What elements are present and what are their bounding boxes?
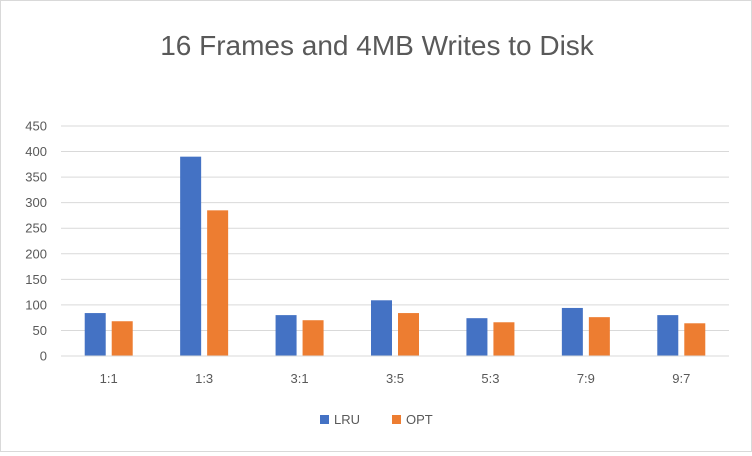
x-tick-label: 1:3 <box>195 371 213 386</box>
y-axis-ticks: 0 50 100 150 200 250 300 350 400 450 <box>25 119 47 364</box>
gridlines <box>61 125 729 331</box>
y-tick-label: 50 <box>33 323 47 338</box>
bars <box>84 156 706 356</box>
bar-opt-9-7 <box>684 323 706 356</box>
bar-opt-3-1 <box>302 320 324 356</box>
y-tick-label: 200 <box>25 246 47 261</box>
y-tick-label: 250 <box>25 221 47 236</box>
x-axis-ticks: 1:1 1:3 3:1 3:5 5:3 7:9 9:7 <box>100 371 691 386</box>
y-tick-label: 400 <box>25 144 47 159</box>
bar-lru-3-1 <box>275 315 297 356</box>
legend-label-lru: LRU <box>334 412 360 427</box>
y-tick-label: 100 <box>25 297 47 312</box>
legend-swatch-opt <box>392 415 401 424</box>
y-tick-label: 300 <box>25 195 47 210</box>
bar-lru-3-5 <box>371 300 392 356</box>
x-tick-label: 3:5 <box>386 371 404 386</box>
legend: LRU OPT <box>320 412 433 427</box>
x-tick-label: 7:9 <box>577 371 595 386</box>
bar-opt-3-5 <box>398 313 419 356</box>
x-tick-label: 5:3 <box>481 371 499 386</box>
bar-opt-5-3 <box>493 322 515 356</box>
bar-opt-1-3 <box>207 210 229 356</box>
bar-opt-1-1 <box>111 321 133 356</box>
bar-lru-1-1 <box>84 313 106 356</box>
legend-label-opt: OPT <box>406 412 433 427</box>
chart-title: 16 Frames and 4MB Writes to Disk <box>160 30 595 61</box>
y-tick-label: 450 <box>25 119 47 134</box>
bar-lru-9-7 <box>657 315 679 356</box>
y-tick-label: 0 <box>40 349 47 364</box>
bar-opt-7-9 <box>588 317 610 356</box>
x-tick-label: 3:1 <box>291 371 309 386</box>
x-tick-label: 9:7 <box>672 371 690 386</box>
y-tick-label: 150 <box>25 272 47 287</box>
bar-lru-5-3 <box>466 318 488 356</box>
bar-lru-7-9 <box>561 307 583 356</box>
legend-swatch-lru <box>320 415 329 424</box>
bar-lru-1-3 <box>180 156 202 356</box>
x-tick-label: 1:1 <box>100 371 118 386</box>
y-tick-label: 350 <box>25 170 47 185</box>
